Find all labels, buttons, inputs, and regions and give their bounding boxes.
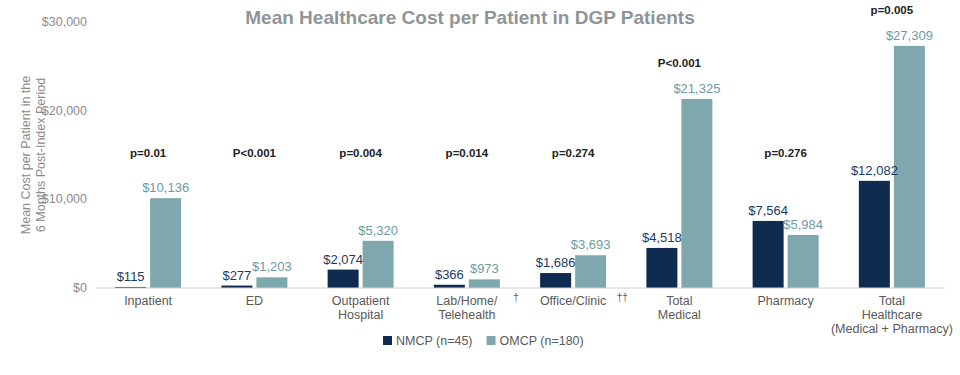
- bar: [328, 270, 359, 288]
- data-label: $115: [117, 269, 145, 284]
- p-value: P<0.001: [658, 57, 702, 69]
- data-label: $1,686: [536, 255, 576, 270]
- data-label: $277: [222, 268, 251, 283]
- bar: [859, 181, 890, 288]
- p-value: p=0.014: [446, 147, 489, 159]
- bars: [115, 46, 925, 288]
- bar: [753, 221, 784, 288]
- legend-swatch: [487, 336, 496, 345]
- labels: $115 $10,136 $277$1,203 $2,074 $5,320 $366 $97…: [117, 28, 933, 284]
- p-value: P<0.001: [233, 147, 277, 159]
- category-label: TotalHealthcare(Medical + Pharmacy): [831, 294, 953, 336]
- bar: [540, 273, 571, 288]
- p-value: p=0.005: [871, 4, 914, 16]
- legend-label: NMCP (n=45): [396, 334, 473, 348]
- category-label: Pharmacy: [757, 294, 814, 308]
- data-label: $4,518: [642, 230, 682, 245]
- data-label: $10,136: [142, 180, 189, 195]
- footnote-mark: ††: [617, 292, 628, 303]
- data-label: $21,325: [673, 81, 720, 96]
- data-label: $5,984: [783, 217, 823, 232]
- legend: NMCP (n=45) OMCP (n=180): [383, 334, 584, 348]
- p-value: p=0.01: [130, 147, 167, 159]
- category-label: Lab/Home/Telehealth: [436, 294, 498, 322]
- bar: [575, 255, 606, 288]
- title: Mean Healthcare Cost per Patient in DGP …: [245, 7, 694, 28]
- category-label: TotalMedical: [658, 294, 701, 322]
- y-tick-label: $20,000: [42, 104, 87, 118]
- bar: [150, 198, 181, 288]
- data-label: $5,320: [358, 223, 398, 238]
- y-tick-label: $0: [73, 281, 87, 295]
- data-label: $2,074: [323, 252, 363, 267]
- bar: [646, 248, 677, 288]
- y-axis-label: Mean Cost per Patient in the6 Months Pos…: [19, 76, 48, 234]
- data-label: $973: [470, 261, 499, 276]
- y-tick-label: $10,000: [42, 192, 87, 206]
- bar: [788, 235, 819, 288]
- data-label: $27,309: [886, 28, 933, 43]
- data-label: $1,203: [252, 259, 292, 274]
- p-value: p=0.274: [552, 147, 595, 159]
- bar: [469, 279, 500, 288]
- chart: Mean Healthcare Cost per Patient in DGP …: [0, 0, 960, 375]
- category-label: Inpatient: [124, 294, 172, 308]
- category-label: Office/Clinic: [540, 294, 606, 308]
- bar: [894, 46, 925, 288]
- bar: [681, 99, 712, 288]
- legend-swatch: [383, 336, 392, 345]
- x-axis: [95, 288, 945, 289]
- y-tick-label: $30,000: [42, 15, 87, 29]
- bar: [256, 277, 287, 288]
- legend-label: OMCP (n=180): [500, 334, 584, 348]
- data-label: $12,082: [851, 163, 898, 178]
- category-label: OutpatientHospital: [332, 294, 390, 322]
- data-label: $3,693: [571, 237, 611, 252]
- data-label: $7,564: [748, 203, 788, 218]
- p-value: p=0.004: [339, 147, 382, 159]
- p-value: p=0.276: [764, 147, 807, 159]
- footnote-mark: †: [513, 292, 519, 303]
- bar: [363, 241, 394, 288]
- category-label: ED: [246, 294, 263, 308]
- data-label: $366: [435, 267, 464, 282]
